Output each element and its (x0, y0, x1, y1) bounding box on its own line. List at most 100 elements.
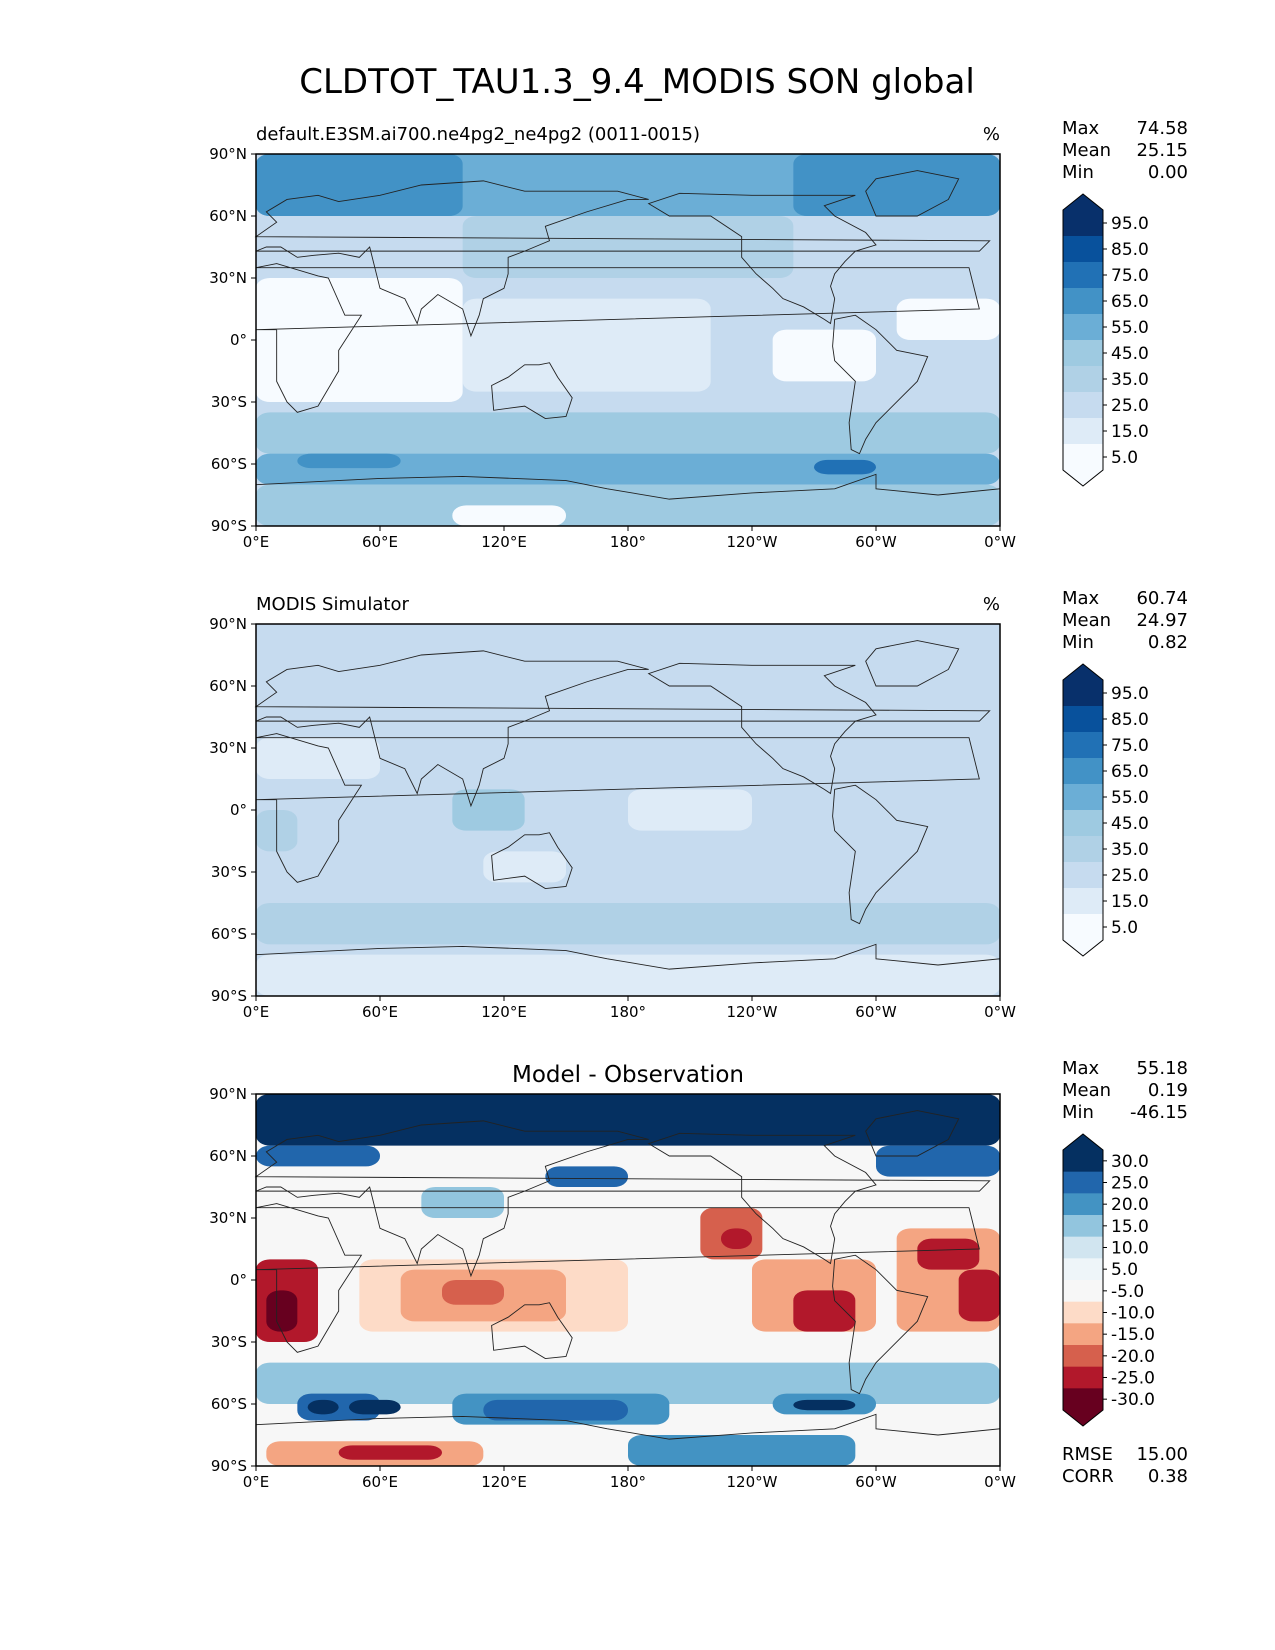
colorbar-tick-label: 5.0 (1111, 918, 1138, 938)
colorbar-tick-label: 75.0 (1111, 736, 1149, 756)
colorbar: 30.025.020.015.010.05.0-5.0-10.0-15.0-20… (1062, 1133, 1155, 1427)
coastline (254, 180, 991, 338)
colorbar-tick-label: 25.0 (1111, 866, 1149, 886)
y-tick-label: 30°S (211, 393, 247, 411)
x-tick-label: 120°W (727, 533, 778, 551)
colorbar-extend-top (1063, 194, 1103, 210)
coastline (255, 263, 980, 413)
stat-label: Min (1062, 1102, 1094, 1123)
field-region (721, 1228, 752, 1249)
colorbar-tick-label: 10.0 (1111, 1239, 1149, 1259)
y-tick-label: 30°N (209, 269, 247, 287)
colorbar-tick-label: 20.0 (1111, 1195, 1149, 1215)
panel-units: % (983, 594, 1000, 615)
y-tick-label: 30°N (209, 739, 247, 757)
panel-title: default.E3SM.ai700.ne4pg2_ne4pg2 (0011-0… (256, 124, 700, 145)
y-tick-label: 30°S (211, 863, 247, 881)
stat-label: Mean (1062, 140, 1111, 161)
colorbar-segment (1063, 1193, 1103, 1216)
field-region (876, 1145, 1000, 1177)
field-region (256, 737, 380, 779)
x-tick-label: 0°W (984, 533, 1016, 551)
stat-value: 0.38 (1148, 1466, 1188, 1487)
x-tick-label: 180° (610, 1473, 646, 1491)
colorbar-segment (1063, 1215, 1103, 1238)
colorbar-tick-label: 25.0 (1111, 396, 1149, 416)
colorbar-segment (1063, 1150, 1103, 1173)
stat-value: -46.15 (1130, 1102, 1188, 1123)
colorbar-segment (1063, 810, 1103, 837)
y-tick-label: 90°N (209, 1085, 247, 1103)
y-tick-label: 60°S (211, 1395, 247, 1413)
colorbar-outline (1062, 663, 1104, 957)
field-region (628, 789, 752, 831)
colorbar: 95.0 85.0 75.0 65.0 55.0 45.0 35.0 25.0 15.0 5.0 (1062, 663, 1149, 957)
colorbar-tick-label: -30.0 (1111, 1390, 1155, 1410)
field-region (256, 154, 463, 216)
colorbar-tick-label: 85.0 (1111, 710, 1149, 730)
colorbar-segment (1063, 1280, 1103, 1303)
coastline (832, 784, 929, 925)
y-tick-label: 30°S (211, 1333, 247, 1351)
colorbar-extend-bottom (1063, 470, 1103, 486)
field-region (483, 1399, 628, 1421)
x-tick-label: 0°E (243, 1473, 270, 1491)
field-region (628, 1435, 856, 1466)
stat-label: Mean (1062, 610, 1111, 631)
field-region (338, 1445, 442, 1460)
stat-label: CORR (1062, 1466, 1114, 1487)
field-region (256, 903, 1000, 945)
x-tick-label: 0°E (243, 533, 270, 551)
stat-label: Min (1062, 632, 1094, 653)
field-region (896, 298, 1000, 340)
x-tick-label: 180° (610, 1003, 646, 1021)
stat-value: 0.82 (1148, 632, 1188, 653)
colorbar-segment (1063, 1236, 1103, 1259)
coastline (647, 192, 877, 325)
x-tick-label: 120°E (481, 533, 527, 551)
colorbar-segment (1063, 236, 1103, 263)
colorbar-tick-label: 15.0 (1111, 1217, 1149, 1237)
colorbar-segment (1063, 1366, 1103, 1389)
field-region (266, 1290, 298, 1332)
y-tick-label: 60°N (209, 1147, 247, 1165)
x-tick-label: 60°W (855, 1003, 897, 1021)
field-region (917, 1238, 980, 1270)
y-tick-label: 90°N (209, 145, 247, 163)
field-region (452, 505, 566, 526)
stat-value: 0.00 (1148, 162, 1188, 183)
x-tick-label: 60°E (362, 1473, 398, 1491)
colorbar-tick-label: 35.0 (1111, 370, 1149, 390)
coastline (865, 1110, 960, 1157)
colorbar-segment (1063, 784, 1103, 811)
colorbar-tick-label: 15.0 (1111, 892, 1149, 912)
field-region (256, 954, 1000, 996)
colorbar-tick-label: 25.0 (1111, 1174, 1149, 1194)
colorbar-tick-label: -5.0 (1111, 1282, 1144, 1302)
x-tick-label: 60°W (855, 1473, 897, 1491)
stat-label: Min (1062, 162, 1094, 183)
colorbar-segment (1063, 706, 1103, 733)
stat-value: 55.18 (1136, 1058, 1188, 1079)
colorbar-tick-label: 30.0 (1111, 1152, 1149, 1172)
x-tick-label: 0°E (243, 1003, 270, 1021)
stat-value: 60.74 (1136, 588, 1188, 609)
colorbar-segment (1063, 262, 1103, 289)
field-region (462, 216, 794, 278)
map-panel-2: 0°E 60°E 120°E 180° 120°W 60°W 0°W 90°N 60°N 30°N… (209, 588, 1188, 1021)
stat-label: Max (1062, 118, 1100, 139)
field-region (452, 789, 525, 831)
colorbar-tick-label: 5.0 (1111, 1260, 1138, 1280)
colorbar-segment (1063, 914, 1103, 941)
field-region (462, 298, 711, 392)
colorbar-tick-label: -10.0 (1111, 1304, 1155, 1324)
field-region (772, 329, 876, 382)
stat-value: 15.00 (1136, 1444, 1188, 1465)
colorbar-tick-label: 85.0 (1111, 240, 1149, 260)
y-tick-label: 60°N (209, 677, 247, 695)
y-tick-label: 60°S (211, 925, 247, 943)
field-layer (256, 154, 1000, 526)
colorbar-tick-label: -20.0 (1111, 1347, 1155, 1367)
y-tick-label: 0° (230, 801, 247, 819)
